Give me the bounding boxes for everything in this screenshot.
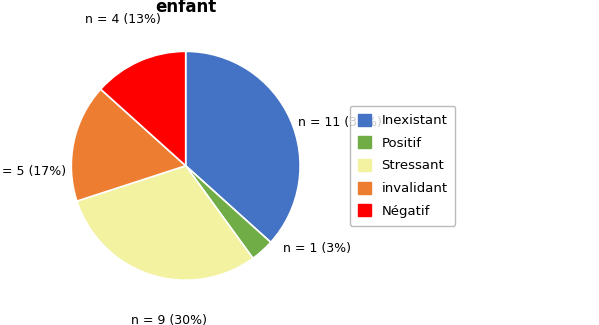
Legend: Inexistant, Positif, Stressant, invalidant, Négatif: Inexistant, Positif, Stressant, invalida… <box>350 106 455 226</box>
Wedge shape <box>71 89 186 201</box>
Title: Impact psychologique des MICI sur la relation mère-
enfant: Impact psychologique des MICI sur la rel… <box>0 0 430 16</box>
Text: n = 5 (17%): n = 5 (17%) <box>0 165 66 178</box>
Text: n = 1 (3%): n = 1 (3%) <box>283 241 351 254</box>
Wedge shape <box>186 51 300 242</box>
Wedge shape <box>77 166 253 280</box>
Wedge shape <box>186 166 271 258</box>
Text: n = 11 (37%): n = 11 (37%) <box>298 116 382 129</box>
Text: n = 4 (13%): n = 4 (13%) <box>85 13 161 26</box>
Wedge shape <box>101 51 186 166</box>
Text: n = 9 (30%): n = 9 (30%) <box>131 314 207 325</box>
